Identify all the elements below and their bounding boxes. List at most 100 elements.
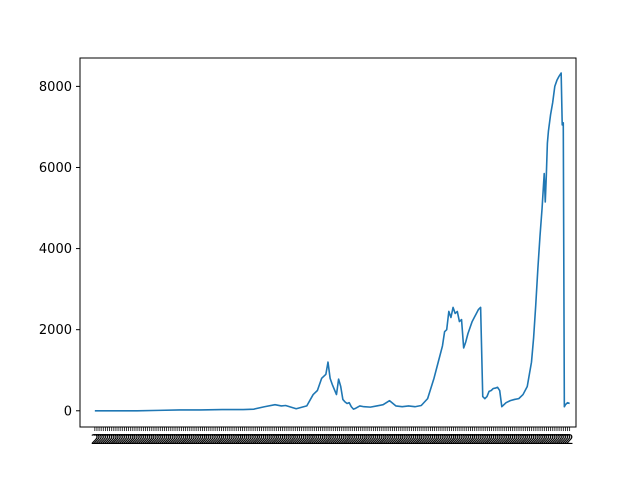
- x-tick-label: 2: [392, 433, 400, 448]
- x-tick-label: 2: [215, 433, 223, 448]
- x-tick-label: 2: [477, 433, 485, 448]
- x-tick-label: 2: [350, 433, 358, 448]
- x-tick-label: 2: [348, 433, 356, 448]
- x-tick-label: 2: [118, 433, 126, 448]
- x-tick-label: 2: [321, 433, 329, 448]
- x-tick-label: 2: [95, 433, 103, 448]
- x-tick-label: 2: [376, 433, 384, 448]
- x-tick-label: 2: [418, 433, 426, 448]
- x-tick-label: 2: [363, 433, 371, 448]
- x-tick-label: 2: [165, 433, 173, 448]
- x-tick-label: 2: [331, 433, 339, 448]
- x-tick-label: 2: [403, 433, 411, 448]
- x-tick-label: 2: [171, 433, 179, 448]
- x-tick-label: 2: [335, 433, 343, 448]
- x-tick-label: 2: [549, 433, 557, 448]
- x-tick-label: 2: [203, 433, 211, 448]
- x-tick-label: 2: [316, 433, 324, 448]
- x-tick-label: 2: [243, 433, 251, 448]
- x-tick-label: 2: [441, 433, 449, 448]
- x-tick-label: 2: [230, 433, 238, 448]
- x-tick-label: 2: [236, 433, 244, 448]
- x-tick-label: 2: [424, 433, 432, 448]
- y-tick-label: 2000: [39, 323, 72, 338]
- x-tick-label: 2: [494, 433, 502, 448]
- x-tick-label: 2: [357, 433, 365, 448]
- x-tick-label: 2: [481, 433, 489, 448]
- x-tick-label: 2: [241, 433, 249, 448]
- x-tick-label: 2: [302, 433, 310, 448]
- x-tick-label: 2: [380, 433, 388, 448]
- x-tick-label: 2: [466, 433, 474, 448]
- x-tick-label: 2: [500, 433, 508, 448]
- x-tick-label: 2: [420, 433, 428, 448]
- x-tick-label: 2: [289, 433, 297, 448]
- x-tick-label: 2: [323, 433, 331, 448]
- x-tick-label: 2: [464, 433, 472, 448]
- x-tick-label: 2: [114, 433, 122, 448]
- x-tick-label: 2: [342, 433, 350, 448]
- x-tick-label: 2: [270, 433, 278, 448]
- x-tick-label: 2: [268, 433, 276, 448]
- x-tick-label: 2: [492, 433, 500, 448]
- x-tick-label: 2: [367, 433, 375, 448]
- x-tick-label: 2: [274, 433, 282, 448]
- x-tick-label: 2: [346, 433, 354, 448]
- x-tick-label: 2: [181, 433, 189, 448]
- x-ticks: [94, 427, 571, 431]
- x-tick-label: 2: [224, 433, 232, 448]
- x-tick-label: 2: [490, 433, 498, 448]
- x-tick-label: 2: [561, 433, 569, 448]
- y-ticks: 0 2000 4000 6000 8000: [39, 80, 80, 419]
- x-tick-label: 2: [93, 433, 101, 448]
- x-tick-label: 2: [523, 433, 531, 448]
- x-tick-label: 2: [532, 433, 540, 448]
- x-tick-label: 2: [184, 433, 192, 448]
- x-tick-label: 2: [160, 433, 168, 448]
- x-tick-label: 2: [188, 433, 196, 448]
- x-tick-label: 2: [458, 433, 466, 448]
- x-tick-label: 2: [122, 433, 130, 448]
- x-tick-label: 2: [485, 433, 493, 448]
- x-tick-label: 2: [416, 433, 424, 448]
- x-tick-label: 2: [327, 433, 335, 448]
- x-tick-label: 2: [97, 433, 105, 448]
- x-tick-label: 2: [127, 433, 135, 448]
- x-tick-label: 2: [283, 433, 291, 448]
- x-tick-label: 2: [430, 433, 438, 448]
- x-tick-label: 2: [462, 433, 470, 448]
- x-tick-label: 2: [534, 433, 542, 448]
- x-tick-label: 2: [479, 433, 487, 448]
- x-tick-label: 2: [177, 433, 185, 448]
- x-tick-label: 2: [293, 433, 301, 448]
- x-tick-label: 2: [137, 433, 145, 448]
- x-tick-label: 2: [279, 433, 287, 448]
- x-tick-label: 2: [378, 433, 386, 448]
- x-tick-label: 2: [148, 433, 156, 448]
- x-tick-label: 2: [251, 433, 259, 448]
- x-tick-label: 2: [538, 433, 546, 448]
- x-tick-label: 2: [359, 433, 367, 448]
- x-tick-label: 2: [443, 433, 451, 448]
- x-tick-label: 2: [521, 433, 529, 448]
- x-tick-label: 2: [352, 433, 360, 448]
- x-tick-label: 2: [304, 433, 312, 448]
- x-tick-label: 2: [169, 433, 177, 448]
- x-tick-label: 2: [483, 433, 491, 448]
- x-tick-label: 2: [428, 433, 436, 448]
- x-tick-label: 2: [536, 433, 544, 448]
- x-tick-label: 2: [369, 433, 377, 448]
- x-tick-label: 2: [371, 433, 379, 448]
- x-tick-label: 2: [333, 433, 341, 448]
- x-tick-label: 2: [257, 433, 265, 448]
- x-tick-label: 2: [228, 433, 236, 448]
- x-tick-label: 2: [91, 433, 99, 448]
- x-tick-label: 2: [426, 433, 434, 448]
- x-tick-label: 2: [253, 433, 261, 448]
- x-tick-label: 2: [447, 433, 455, 448]
- x-tick-label: 2: [468, 433, 476, 448]
- x-tick-label: 2: [496, 433, 504, 448]
- x-tick-label: 2: [291, 433, 299, 448]
